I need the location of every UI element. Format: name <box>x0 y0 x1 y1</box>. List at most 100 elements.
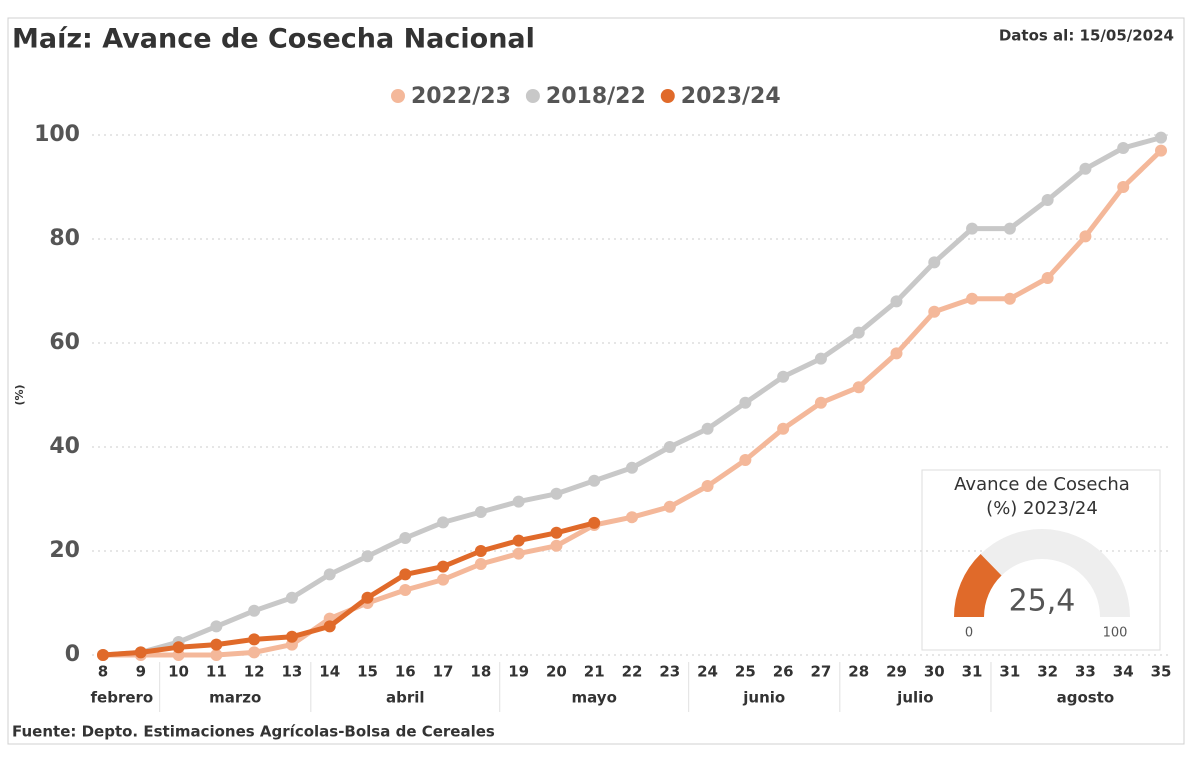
series-point <box>248 604 261 617</box>
month-label: abril <box>386 689 425 707</box>
series-point <box>210 649 223 661</box>
x-tick-label: 35 <box>1151 663 1172 681</box>
x-tick-label: 31 <box>962 663 983 681</box>
month-label: febrero <box>91 689 154 707</box>
x-tick-label: 22 <box>622 663 643 681</box>
y-axis-label: (%) <box>13 384 26 405</box>
y-tick-label: 0 <box>65 642 80 667</box>
x-tick-label: 18 <box>470 663 491 681</box>
series-point <box>1079 230 1092 243</box>
series-point <box>474 545 487 557</box>
legend-marker <box>660 89 675 103</box>
series-point <box>739 454 752 466</box>
series-point <box>588 474 601 487</box>
chart-subtitle: Datos al: 15/05/2024 <box>999 27 1174 45</box>
x-tick-label: 29 <box>886 663 907 681</box>
series-point <box>97 649 109 661</box>
series-point <box>966 292 979 305</box>
gauge-subtitle: (%) 2023/24 <box>986 498 1098 519</box>
series-point <box>852 381 865 394</box>
gauge-value-arc <box>954 553 1002 617</box>
series-point <box>361 591 374 604</box>
x-tick-label: 33 <box>1075 663 1096 681</box>
legend-label: 2023/24 <box>681 84 781 109</box>
x-tick-label: 8 <box>98 663 108 681</box>
x-tick-label: 19 <box>508 663 529 681</box>
x-tick-label: 34 <box>1113 663 1134 681</box>
series-point <box>663 500 676 513</box>
month-label: julio <box>896 689 933 707</box>
series-point <box>1041 194 1054 206</box>
series-point <box>323 568 336 581</box>
series-point <box>512 534 525 547</box>
series-point <box>777 370 790 383</box>
series-point <box>285 591 298 604</box>
series-point <box>1003 222 1016 235</box>
series-point <box>928 305 941 318</box>
series-point <box>1079 162 1092 175</box>
series-point <box>172 641 185 654</box>
series-point <box>814 352 827 365</box>
gauge-box <box>921 469 1161 651</box>
legend-marker <box>391 89 405 103</box>
series-point <box>1155 144 1167 157</box>
series-point <box>399 568 412 581</box>
series-point <box>777 422 790 435</box>
series-point <box>550 539 563 552</box>
series-point <box>285 630 298 643</box>
legend-label: 2018/22 <box>546 84 646 109</box>
month-label: agosto <box>1057 689 1115 707</box>
gauge-title: Avance de Cosecha <box>954 474 1130 495</box>
series-point <box>1117 181 1130 193</box>
series-point <box>1117 142 1130 154</box>
series-point <box>701 422 714 435</box>
chart-title: Maíz: Avance de Cosecha Nacional <box>12 24 535 55</box>
month-label: marzo <box>209 689 261 707</box>
series-point <box>512 547 525 560</box>
series-point <box>248 633 261 646</box>
y-tick-label: 40 <box>49 434 80 459</box>
x-tick-label: 14 <box>319 663 340 681</box>
gauge-max-label: 100 <box>1103 626 1128 641</box>
series-point <box>739 396 752 409</box>
series-point <box>474 506 487 518</box>
series-point <box>890 347 903 360</box>
series-point <box>323 620 336 633</box>
legend-marker <box>525 89 540 103</box>
series-point <box>928 256 941 269</box>
y-tick-label: 100 <box>34 122 80 147</box>
x-tick-label: 24 <box>697 663 718 681</box>
x-tick-label: 10 <box>168 663 189 681</box>
x-tick-label: 30 <box>924 663 945 681</box>
gauge-track <box>954 529 1130 617</box>
x-tick-label: 25 <box>735 663 756 681</box>
month-label: mayo <box>572 689 617 707</box>
series-point <box>512 495 525 508</box>
series-point <box>966 222 979 235</box>
series-point <box>474 558 487 570</box>
series-point <box>361 550 374 563</box>
series-point <box>701 480 714 492</box>
y-tick-label: 80 <box>49 226 80 251</box>
gauge-value-label: 25,4 <box>1009 584 1076 619</box>
x-tick-label: 9 <box>136 663 146 681</box>
x-tick-label: 28 <box>848 663 869 681</box>
series-point <box>437 560 450 573</box>
x-tick-label: 15 <box>357 663 378 681</box>
month-label: junio <box>742 689 785 707</box>
series-point <box>890 295 903 308</box>
y-tick-label: 60 <box>49 330 80 355</box>
series-point <box>663 441 676 453</box>
x-tick-label: 32 <box>1037 663 1058 681</box>
series-point <box>134 646 147 659</box>
series-point <box>399 584 412 596</box>
series-point <box>1155 131 1167 144</box>
gauge-min-label: 0 <box>965 626 973 641</box>
series-point <box>550 487 563 500</box>
series-point <box>626 461 638 474</box>
series-point <box>814 396 827 409</box>
series-point <box>399 532 412 544</box>
series-point <box>550 526 563 539</box>
x-tick-label: 20 <box>546 663 567 681</box>
